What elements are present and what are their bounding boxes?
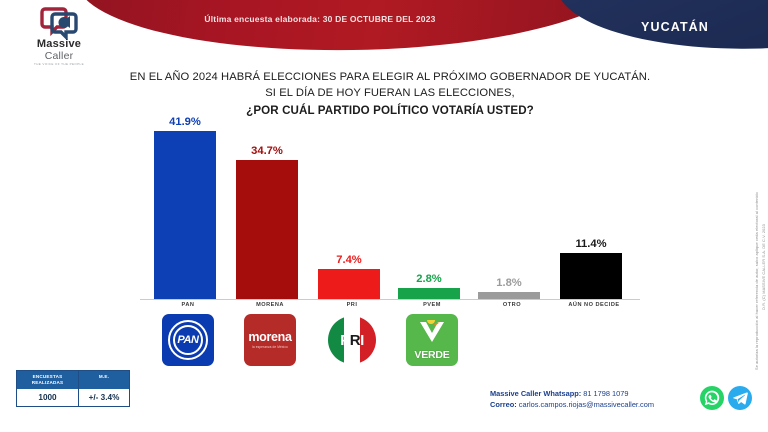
contact-footer: Massive Caller Whatsapp: 81 1798 1079 Co…	[490, 388, 700, 411]
bar-column: 2.8%	[398, 273, 460, 299]
bar-value-label: 34.7%	[251, 145, 283, 157]
logo-line-2: Caller	[44, 50, 74, 62]
question-line-1: EN EL AÑO 2024 HABRÁ ELECCIONES PARA ELE…	[129, 71, 651, 83]
pan-inner-ring: PAN	[173, 325, 203, 355]
bar-morena	[236, 160, 298, 299]
telegram-icon[interactable]	[728, 386, 752, 410]
bar-column: 1.8%	[478, 277, 540, 299]
speech-bubble-icon	[40, 7, 78, 40]
bar-aún-no-decide	[560, 253, 622, 299]
bar-value-label: 11.4%	[575, 238, 607, 250]
table-header-row: ENCUESTAS REALIZADAS M.E.	[17, 371, 129, 389]
category-label: MORENA	[256, 302, 284, 308]
category-label: PVEM	[423, 302, 441, 308]
morena-logo-square: morena la esperanza de México	[244, 314, 296, 366]
pri-green-band	[328, 316, 344, 364]
bar-otro	[478, 292, 540, 299]
table-header-margin: M.E.	[98, 374, 110, 379]
copyright-line-2: Se autoriza la reproducción al hacer ref…	[754, 192, 759, 370]
question-line-2: SI EL DÍA DE HOY FUERAN LAS ELECCIONES,	[265, 86, 515, 99]
pvem-logo-square: VERDE	[406, 314, 458, 366]
category-label: PRI	[346, 302, 358, 308]
logo-tagline: THE VOICE OF THE PEOPLE	[34, 61, 84, 66]
question-title: EN EL AÑO 2024 HABRÁ ELECCIONES PARA ELE…	[60, 70, 720, 119]
state-label: YUCATÁN	[641, 20, 709, 34]
bar-pan	[154, 131, 216, 299]
category-label: PAN	[181, 302, 195, 308]
table-value-margin: +/- 3.4%	[79, 388, 129, 406]
pvem-party-logo: VERDE	[406, 314, 458, 366]
bar-value-label: 41.9%	[169, 116, 201, 128]
pri-flag-circle	[328, 316, 376, 364]
header-banner: Última encuesta elaborada: 30 DE OCTUBRE…	[0, 0, 768, 62]
bar-value-label: 7.4%	[336, 254, 362, 266]
survey-date-label: Última encuesta elaborada: 30 DE OCTUBRE…	[204, 14, 436, 24]
category-label: OTRO	[502, 302, 522, 308]
chart-baseline	[140, 299, 640, 300]
category-label: AÚN NO DECIDE	[568, 302, 620, 308]
whatsapp-line: Massive Caller Whatsapp: 81 1798 1079	[490, 388, 700, 399]
pan-logo-square: PAN	[162, 314, 214, 366]
sample-table: ENCUESTAS REALIZADAS M.E. 1000 +/- 3.4%	[16, 370, 130, 407]
logo-line-1: Massive	[36, 38, 82, 50]
social-icons	[700, 386, 762, 412]
whatsapp-icon[interactable]	[700, 386, 724, 410]
copyright-line-1: D.R. (C) MASSIVE CALLER S.A. DE C.V. 202…	[761, 224, 766, 310]
bar-value-label: 1.8%	[496, 277, 522, 289]
bar-value-label: 2.8%	[416, 273, 442, 285]
table-value-surveys: 1000	[17, 388, 79, 406]
pri-white-band	[344, 316, 360, 364]
logo-wordmark: Massive Caller THE VOICE OF THE PEOPLE	[26, 39, 92, 66]
bar-pri	[318, 269, 380, 299]
bar-column: 7.4%	[318, 254, 380, 299]
email-label: Correo:	[490, 400, 517, 410]
morena-party-logo: morena la esperanza de México	[244, 314, 296, 366]
pan-logo-text: PAN	[177, 334, 199, 346]
bar-column: 41.9%	[154, 116, 216, 299]
table-header-surveys: ENCUESTAS REALIZADAS	[17, 371, 79, 389]
email-address: carlos.campos.riojas@massivecaller.com	[516, 400, 654, 410]
morena-logo-text: morena	[248, 330, 292, 345]
whatsapp-number: 81 1798 1079	[581, 389, 629, 398]
bar-pvem	[398, 288, 460, 299]
question-line-3: ¿POR CUÁL PARTIDO POLÍTICO VOTARÍA USTED…	[246, 103, 534, 117]
massive-caller-logo: Massive Caller THE VOICE OF THE PEOPLE	[26, 6, 92, 66]
morena-logo-tagline: la esperanza de México	[252, 344, 288, 349]
bar-column: 34.7%	[236, 145, 298, 299]
pan-outer-ring	[168, 320, 208, 360]
header-red-shape	[73, 0, 639, 58]
copyright-vertical: D.R. (C) MASSIVE CALLER S.A. DE C.V. 202…	[750, 60, 766, 380]
pan-party-logo: PAN	[162, 314, 214, 366]
table-value-row: 1000 +/- 3.4%	[17, 388, 129, 406]
pvem-logo-text: VERDE	[414, 349, 450, 361]
bar-column: 11.4%	[560, 238, 622, 299]
bar-chart: 41.9% 34.7% 7.4% 2.8% 1.8% 11.4%	[140, 116, 640, 300]
email-line: Correo: carlos.campos.riojas@massivecall…	[490, 399, 700, 410]
pvem-toucan-icon	[420, 320, 444, 342]
pri-red-band	[360, 316, 376, 364]
whatsapp-label: Massive Caller Whatsapp:	[490, 389, 582, 398]
